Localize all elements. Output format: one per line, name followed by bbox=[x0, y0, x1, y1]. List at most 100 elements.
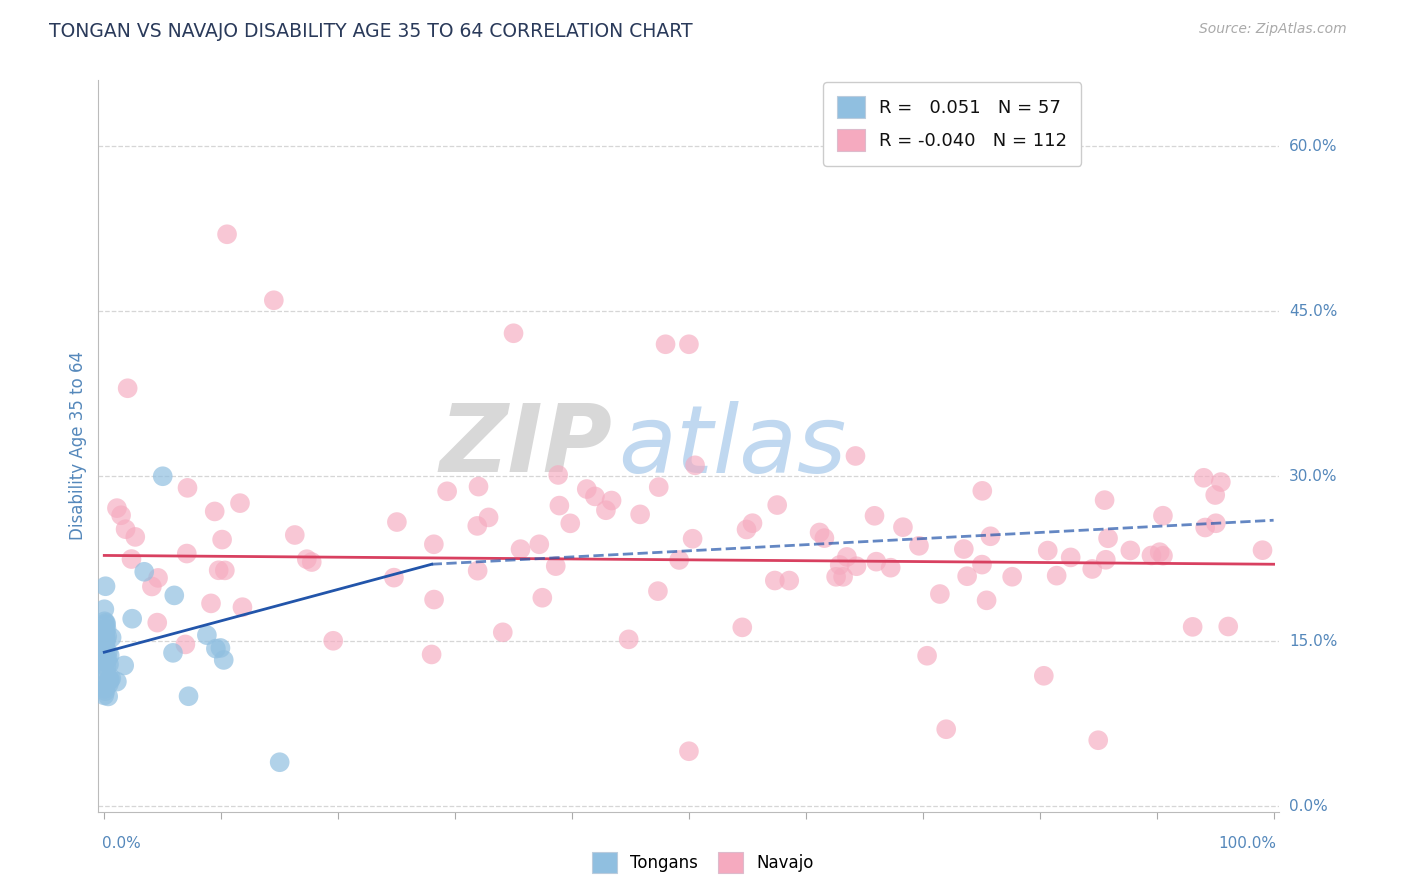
Point bbox=[163, 588, 186, 602]
Point bbox=[575, 482, 598, 496]
Point bbox=[94, 648, 117, 662]
Point bbox=[94, 615, 117, 630]
Point bbox=[832, 570, 855, 584]
Point bbox=[114, 522, 136, 536]
Point bbox=[908, 539, 931, 553]
Point bbox=[94, 644, 117, 658]
Point bbox=[117, 381, 139, 395]
Point bbox=[94, 649, 117, 664]
Point bbox=[835, 549, 858, 564]
Point bbox=[94, 684, 117, 698]
Point bbox=[93, 615, 115, 629]
Point bbox=[1205, 516, 1227, 531]
Point bbox=[96, 654, 118, 668]
Point bbox=[208, 563, 231, 577]
Point bbox=[93, 689, 115, 703]
Point bbox=[97, 644, 120, 658]
Point bbox=[100, 672, 122, 686]
Point bbox=[385, 515, 408, 529]
Point bbox=[1087, 733, 1109, 747]
Point bbox=[96, 622, 118, 636]
Point bbox=[828, 558, 851, 572]
Point bbox=[845, 559, 868, 574]
Point bbox=[560, 516, 582, 531]
Point bbox=[420, 648, 443, 662]
Point bbox=[93, 624, 115, 639]
Point bbox=[617, 632, 640, 647]
Point bbox=[915, 648, 938, 663]
Point bbox=[295, 552, 318, 566]
Text: Source: ZipAtlas.com: Source: ZipAtlas.com bbox=[1199, 22, 1347, 37]
Point bbox=[1251, 543, 1274, 558]
Point bbox=[121, 552, 143, 566]
Point bbox=[531, 591, 554, 605]
Point bbox=[976, 593, 998, 607]
Point bbox=[98, 657, 121, 672]
Point bbox=[1119, 543, 1142, 558]
Point bbox=[682, 532, 704, 546]
Point bbox=[263, 293, 285, 308]
Point bbox=[502, 326, 524, 341]
Point bbox=[98, 648, 121, 663]
Point bbox=[548, 499, 571, 513]
Point bbox=[1046, 568, 1069, 582]
Point bbox=[648, 480, 671, 494]
Point bbox=[678, 337, 700, 351]
Point bbox=[1036, 543, 1059, 558]
Point bbox=[956, 569, 979, 583]
Text: ZIP: ZIP bbox=[439, 400, 612, 492]
Point bbox=[1094, 493, 1116, 508]
Point bbox=[509, 542, 531, 557]
Text: 100.0%: 100.0% bbox=[1218, 836, 1277, 851]
Point bbox=[94, 681, 117, 696]
Point bbox=[1209, 475, 1232, 489]
Legend: Tongans, Navajo: Tongans, Navajo bbox=[585, 846, 821, 880]
Point bbox=[209, 640, 232, 655]
Point bbox=[668, 553, 690, 567]
Point bbox=[1194, 520, 1216, 534]
Point bbox=[1094, 553, 1116, 567]
Point bbox=[152, 469, 174, 483]
Point bbox=[269, 756, 291, 770]
Point bbox=[93, 624, 115, 638]
Point bbox=[492, 625, 515, 640]
Point bbox=[94, 676, 117, 690]
Point bbox=[595, 503, 617, 517]
Point bbox=[1001, 570, 1024, 584]
Point bbox=[928, 587, 950, 601]
Point bbox=[1081, 562, 1104, 576]
Point bbox=[94, 631, 117, 645]
Point bbox=[1032, 669, 1054, 683]
Point bbox=[301, 555, 323, 569]
Point bbox=[423, 537, 446, 551]
Point bbox=[200, 596, 222, 610]
Point bbox=[1192, 471, 1215, 485]
Point bbox=[94, 665, 117, 679]
Point bbox=[177, 690, 200, 704]
Point bbox=[94, 631, 117, 645]
Point bbox=[195, 628, 218, 642]
Point bbox=[1149, 545, 1171, 559]
Text: TONGAN VS NAVAJO DISABILITY AGE 35 TO 64 CORRELATION CHART: TONGAN VS NAVAJO DISABILITY AGE 35 TO 64… bbox=[49, 22, 693, 41]
Point bbox=[162, 646, 184, 660]
Point bbox=[105, 674, 128, 689]
Point bbox=[766, 498, 789, 512]
Point bbox=[600, 493, 623, 508]
Point bbox=[813, 531, 835, 545]
Point bbox=[214, 563, 236, 577]
Point bbox=[544, 559, 567, 574]
Point bbox=[97, 690, 120, 704]
Point bbox=[94, 622, 117, 636]
Point bbox=[891, 520, 914, 534]
Point bbox=[141, 579, 163, 593]
Point bbox=[110, 508, 132, 523]
Point bbox=[879, 560, 901, 574]
Point bbox=[1060, 550, 1083, 565]
Point bbox=[1152, 508, 1174, 523]
Point bbox=[979, 529, 1001, 543]
Point bbox=[763, 574, 786, 588]
Point bbox=[808, 525, 831, 540]
Point bbox=[176, 547, 198, 561]
Point bbox=[423, 592, 446, 607]
Point bbox=[93, 629, 115, 643]
